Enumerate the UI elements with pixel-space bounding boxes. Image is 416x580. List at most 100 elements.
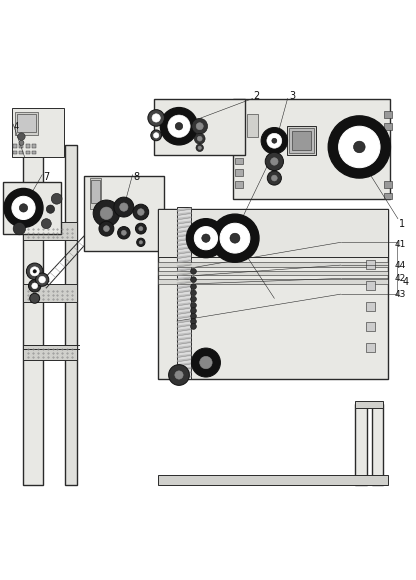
Polygon shape xyxy=(177,263,191,267)
Bar xyxy=(15,112,38,135)
Polygon shape xyxy=(177,315,191,319)
Polygon shape xyxy=(177,212,191,216)
Circle shape xyxy=(13,222,25,235)
Polygon shape xyxy=(177,362,191,366)
Bar xyxy=(248,114,258,137)
Polygon shape xyxy=(177,358,191,362)
Bar xyxy=(23,222,77,240)
Circle shape xyxy=(197,136,202,141)
Circle shape xyxy=(196,123,203,130)
Text: 7: 7 xyxy=(43,172,49,182)
Polygon shape xyxy=(177,320,191,323)
Circle shape xyxy=(261,128,287,154)
Bar xyxy=(235,158,243,164)
Polygon shape xyxy=(177,371,191,375)
Bar xyxy=(90,178,102,209)
Circle shape xyxy=(137,238,145,246)
Polygon shape xyxy=(177,341,191,345)
Bar xyxy=(158,209,389,257)
Circle shape xyxy=(191,318,196,324)
Bar xyxy=(233,99,391,199)
Bar xyxy=(235,146,243,153)
Polygon shape xyxy=(177,220,191,224)
Circle shape xyxy=(220,223,250,253)
Circle shape xyxy=(33,270,36,273)
Text: 4: 4 xyxy=(403,277,409,287)
Polygon shape xyxy=(177,324,191,328)
Polygon shape xyxy=(177,246,191,250)
Circle shape xyxy=(139,227,143,231)
Bar xyxy=(84,176,164,251)
Bar xyxy=(23,345,77,361)
Polygon shape xyxy=(177,332,191,336)
Bar xyxy=(366,322,375,331)
Polygon shape xyxy=(177,350,191,353)
Polygon shape xyxy=(177,345,191,349)
Circle shape xyxy=(104,226,109,231)
Polygon shape xyxy=(177,367,191,371)
Bar xyxy=(235,181,243,187)
Circle shape xyxy=(19,140,24,146)
Bar xyxy=(154,99,245,155)
Circle shape xyxy=(271,175,277,181)
Text: 2: 2 xyxy=(254,91,260,101)
Circle shape xyxy=(121,230,126,235)
Bar xyxy=(158,262,389,267)
Polygon shape xyxy=(177,311,191,314)
Polygon shape xyxy=(177,281,191,285)
Circle shape xyxy=(168,115,190,137)
Bar xyxy=(158,474,388,485)
Circle shape xyxy=(138,209,144,215)
Bar xyxy=(25,144,30,148)
Polygon shape xyxy=(177,328,191,332)
Bar xyxy=(235,123,243,129)
Polygon shape xyxy=(177,336,191,340)
Polygon shape xyxy=(177,208,191,211)
Text: 4: 4 xyxy=(13,122,18,130)
Circle shape xyxy=(175,371,183,379)
Circle shape xyxy=(93,200,120,227)
Polygon shape xyxy=(177,251,191,255)
Bar xyxy=(32,144,36,148)
Text: 44: 44 xyxy=(394,260,406,270)
Circle shape xyxy=(30,293,40,303)
Circle shape xyxy=(191,324,196,329)
Circle shape xyxy=(120,203,128,211)
Circle shape xyxy=(151,130,161,141)
Polygon shape xyxy=(177,272,191,276)
Polygon shape xyxy=(177,306,191,310)
Circle shape xyxy=(202,234,210,242)
Bar xyxy=(158,209,389,379)
Circle shape xyxy=(152,114,160,122)
Circle shape xyxy=(35,273,49,287)
Bar xyxy=(23,284,77,302)
Bar xyxy=(20,144,23,148)
Circle shape xyxy=(191,296,196,302)
Circle shape xyxy=(154,133,159,138)
Circle shape xyxy=(114,197,134,217)
Polygon shape xyxy=(177,255,191,259)
Bar xyxy=(292,131,311,150)
Circle shape xyxy=(20,204,27,212)
Circle shape xyxy=(160,107,198,145)
Bar xyxy=(17,114,36,132)
Circle shape xyxy=(200,356,212,369)
Circle shape xyxy=(211,214,259,262)
Circle shape xyxy=(267,171,281,185)
Circle shape xyxy=(99,221,114,236)
Circle shape xyxy=(191,302,196,308)
Bar xyxy=(177,207,191,379)
Circle shape xyxy=(39,276,45,283)
Bar xyxy=(366,302,375,311)
Circle shape xyxy=(30,267,39,276)
Circle shape xyxy=(194,133,205,144)
Bar xyxy=(384,123,392,129)
Bar xyxy=(158,279,389,284)
Circle shape xyxy=(191,269,196,274)
Bar xyxy=(366,281,375,290)
Polygon shape xyxy=(177,302,191,306)
Bar xyxy=(92,180,100,203)
Bar xyxy=(20,151,23,154)
Circle shape xyxy=(100,207,113,219)
Circle shape xyxy=(118,227,130,239)
